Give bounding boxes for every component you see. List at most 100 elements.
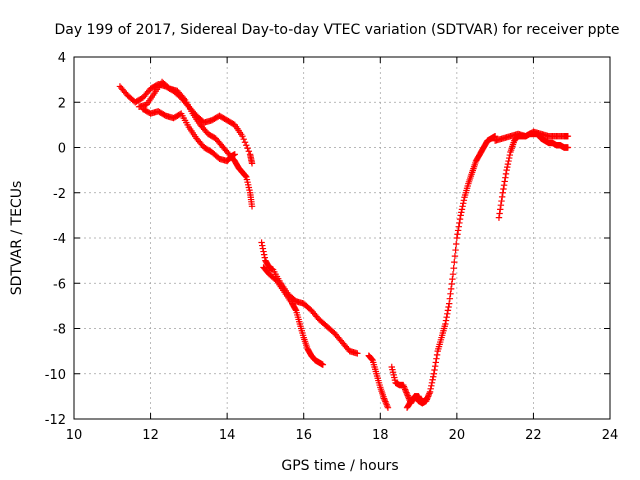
data-point bbox=[444, 307, 452, 314]
data-point bbox=[259, 245, 267, 252]
data-point bbox=[504, 163, 511, 171]
data-point bbox=[400, 381, 407, 389]
data-point bbox=[427, 385, 434, 393]
data-point bbox=[381, 396, 388, 404]
data-point bbox=[426, 388, 434, 396]
x-tick-label: 18 bbox=[372, 428, 389, 443]
data-point bbox=[428, 379, 436, 386]
data-point bbox=[455, 223, 462, 230]
data-point bbox=[451, 252, 459, 260]
data-point bbox=[382, 399, 390, 407]
y-tick-label: 4 bbox=[58, 51, 66, 66]
data-points bbox=[116, 78, 572, 411]
y-tick-label: 2 bbox=[58, 96, 66, 111]
data-point bbox=[428, 382, 435, 390]
y-tick-label: -2 bbox=[53, 187, 66, 202]
data-point bbox=[261, 254, 268, 261]
data-point bbox=[500, 182, 508, 189]
data-point bbox=[405, 393, 412, 401]
series-track-h bbox=[403, 393, 430, 411]
data-point bbox=[244, 145, 251, 152]
data-point bbox=[384, 402, 391, 410]
data-point bbox=[449, 271, 457, 278]
data-point bbox=[460, 200, 467, 207]
x-tick-label: 16 bbox=[295, 428, 312, 443]
x-axis-title: GPS time / hours bbox=[281, 458, 398, 474]
data-point bbox=[499, 189, 506, 196]
data-point bbox=[449, 275, 456, 283]
data-point bbox=[446, 300, 453, 307]
data-point bbox=[432, 359, 439, 366]
data-point bbox=[503, 166, 510, 174]
y-tick-label: -10 bbox=[45, 368, 66, 383]
x-tick-label: 20 bbox=[449, 428, 466, 443]
x-tick-label: 22 bbox=[525, 428, 542, 443]
data-point bbox=[505, 157, 512, 165]
data-point bbox=[500, 185, 507, 193]
data-point bbox=[430, 370, 438, 377]
data-point bbox=[240, 136, 247, 143]
data-point bbox=[447, 290, 454, 298]
chart-title: Day 199 of 2017, Sidereal Day-to-day VTE… bbox=[54, 22, 619, 38]
data-point bbox=[564, 132, 572, 140]
x-tick-label: 10 bbox=[66, 428, 83, 443]
series-track-c bbox=[139, 105, 238, 165]
data-point bbox=[450, 264, 457, 272]
data-point bbox=[431, 366, 438, 374]
data-point bbox=[425, 391, 432, 399]
data-point bbox=[498, 193, 506, 201]
data-point bbox=[241, 172, 249, 179]
data-point bbox=[403, 389, 410, 396]
data-point bbox=[456, 219, 463, 227]
data-point bbox=[423, 395, 430, 402]
series-track-d bbox=[258, 239, 361, 357]
data-point bbox=[448, 280, 455, 288]
data-point bbox=[456, 215, 464, 223]
x-tick-labels: 10 12 14 16 18 20 22 24 bbox=[66, 428, 619, 443]
data-point bbox=[458, 206, 466, 213]
data-point bbox=[231, 151, 238, 158]
data-point bbox=[502, 174, 509, 181]
data-point bbox=[368, 356, 376, 363]
data-point bbox=[403, 390, 411, 398]
data-point bbox=[382, 398, 389, 405]
data-point bbox=[497, 201, 505, 209]
data-point bbox=[564, 144, 572, 151]
data-point bbox=[400, 383, 408, 390]
data-point bbox=[245, 148, 253, 155]
data-point bbox=[402, 387, 410, 395]
data-point bbox=[380, 395, 388, 402]
data-point bbox=[292, 306, 299, 313]
y-tick-label: -4 bbox=[53, 232, 66, 247]
data-point bbox=[430, 373, 437, 380]
data-point bbox=[495, 214, 503, 221]
data-point bbox=[433, 351, 441, 359]
data-point bbox=[260, 248, 267, 255]
x-tick-label: 14 bbox=[219, 428, 236, 443]
data-point bbox=[241, 139, 249, 146]
y-axis-title: SDTVAR / TECUs bbox=[9, 181, 25, 296]
data-point bbox=[442, 320, 449, 328]
data-point bbox=[457, 212, 464, 219]
data-point bbox=[401, 384, 408, 392]
data-point bbox=[454, 231, 461, 238]
data-point bbox=[442, 317, 450, 324]
data-point bbox=[401, 386, 409, 393]
y-tick-label: -12 bbox=[45, 413, 66, 428]
data-point bbox=[258, 239, 265, 246]
data-point bbox=[504, 160, 512, 168]
x-tick-label: 12 bbox=[142, 428, 159, 443]
data-point bbox=[497, 206, 504, 213]
y-tick-label: -8 bbox=[53, 323, 66, 338]
data-point bbox=[502, 170, 510, 178]
data-point bbox=[426, 390, 433, 397]
y-tick-labels: -12 -10 -8 -6 -4 -2 0 2 4 bbox=[45, 51, 66, 428]
data-point bbox=[506, 151, 514, 159]
data-point bbox=[404, 392, 411, 399]
data-point bbox=[319, 361, 327, 368]
data-point bbox=[444, 310, 451, 317]
series-track-j bbox=[491, 128, 572, 144]
data-point bbox=[453, 234, 461, 242]
